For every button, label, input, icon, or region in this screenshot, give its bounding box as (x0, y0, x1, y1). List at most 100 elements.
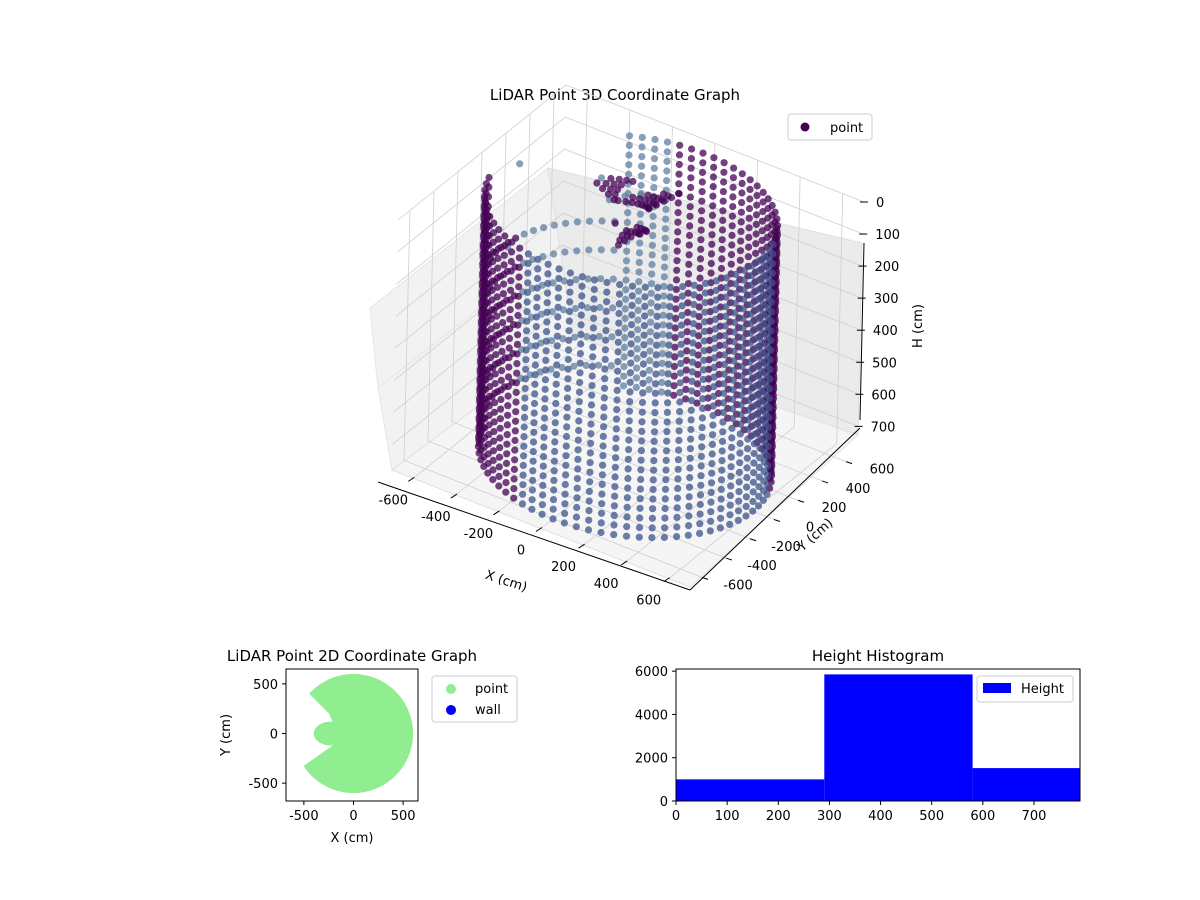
data-point-3d (658, 350, 667, 358)
data-point-3d (645, 205, 653, 213)
data-point-3d (712, 306, 720, 314)
data-point-3d (734, 507, 743, 515)
data-point-3d (687, 425, 695, 434)
data-point-3d (759, 198, 767, 206)
data-point-3d (694, 351, 702, 359)
data-point-3d (588, 362, 597, 370)
data-point-3d (598, 217, 606, 225)
y-axis-label-3d: Y (cm) (794, 516, 836, 556)
data-point-3d (660, 302, 668, 310)
data-point-3d (621, 305, 629, 313)
data-point-3d (495, 226, 503, 234)
y-tick-label-2d: 500 (253, 678, 278, 693)
data-point-3d (550, 486, 558, 494)
data-point-3d (573, 218, 582, 226)
data-point-3d (602, 307, 610, 315)
data-point-3d (598, 471, 607, 479)
data-point-3d (648, 241, 657, 249)
data-point-3d (542, 356, 550, 364)
data-point-3d (701, 308, 709, 316)
data-point-3d (676, 369, 685, 377)
data-point-3d (612, 434, 620, 443)
y-tick-mark-3d (821, 480, 829, 484)
data-point-3d (577, 321, 585, 329)
data-point-3d (626, 378, 634, 386)
data-point-3d (711, 335, 719, 343)
data-point-3d (621, 324, 629, 332)
data-point-3d (514, 292, 523, 300)
data-point-3d (765, 246, 773, 254)
data-point-3d (736, 247, 745, 255)
data-point-3d (694, 341, 703, 350)
x-axis-label-3d: X (cm) (483, 568, 529, 596)
data-point-3d (598, 500, 606, 508)
data-point-3d (484, 459, 492, 468)
data-point-3d (665, 331, 673, 339)
data-point-3d (590, 305, 598, 313)
data-point-3d (553, 342, 561, 350)
data-point-3d (532, 313, 541, 321)
data-point-3d (614, 358, 622, 366)
data-point-3d (595, 332, 603, 340)
data-point-3d (678, 292, 686, 300)
data-point-3d (704, 384, 712, 393)
data-point-3d (751, 401, 759, 409)
data-point-3d (516, 160, 524, 168)
data-point-3d (495, 453, 504, 461)
data-point-3d (650, 164, 658, 172)
data-point-3d (699, 366, 708, 374)
data-point-3d (690, 291, 698, 299)
data-point-3d (727, 260, 735, 268)
data-point-3d (706, 327, 714, 335)
data-point-3d (544, 279, 552, 288)
data-point-3d (589, 324, 598, 332)
data-point-3d (529, 438, 538, 446)
data-point-3d (572, 513, 581, 521)
data-point-3d (670, 391, 678, 399)
data-point-3d (482, 180, 490, 188)
data-point-3d (689, 329, 697, 337)
x-tick-label-hist: 200 (766, 809, 791, 824)
data-point-3d (494, 274, 502, 282)
data-point-3d (486, 354, 495, 362)
data-point-3d (684, 531, 692, 539)
data-point-3d (551, 447, 559, 456)
data-point-3d (627, 340, 635, 348)
data-point-3d (685, 502, 693, 510)
data-point-3d (562, 219, 570, 227)
data-point-3d (688, 377, 696, 385)
data-point-3d (601, 355, 609, 363)
data-point-3d (772, 234, 780, 242)
data-point-3d (520, 413, 529, 421)
x-tick-label-hist: 700 (1022, 809, 1047, 824)
data-point-3d (693, 389, 701, 398)
data-point-3d (719, 408, 727, 417)
data-point-3d (520, 423, 528, 431)
data-point-3d (504, 402, 512, 410)
data-point-3d (653, 312, 661, 320)
data-point-3d (588, 391, 596, 399)
data-point-3d (530, 399, 539, 408)
data-point-3d (755, 483, 763, 491)
data-point-3d (590, 295, 598, 303)
data-point-3d (504, 392, 512, 400)
data-point-3d (497, 395, 505, 404)
data-point-3d (574, 465, 582, 473)
data-point-3d (651, 389, 660, 397)
data-point-3d (686, 464, 694, 472)
data-point-3d (514, 321, 522, 329)
data-point-3d (683, 318, 692, 326)
data-point-3d (727, 472, 735, 480)
data-point-3d (683, 337, 691, 345)
data-point-3d (742, 502, 750, 510)
data-point-3d (539, 481, 547, 489)
data-point-3d (638, 408, 646, 416)
data-point-3d (649, 505, 657, 513)
data-point-3d (660, 282, 668, 290)
data-point-3d (727, 482, 735, 490)
data-point-3d (745, 243, 753, 251)
data-point-3d (566, 298, 574, 306)
data-point-3d (511, 427, 519, 435)
data-point-3d (636, 210, 645, 218)
data-point-3d (698, 414, 707, 422)
